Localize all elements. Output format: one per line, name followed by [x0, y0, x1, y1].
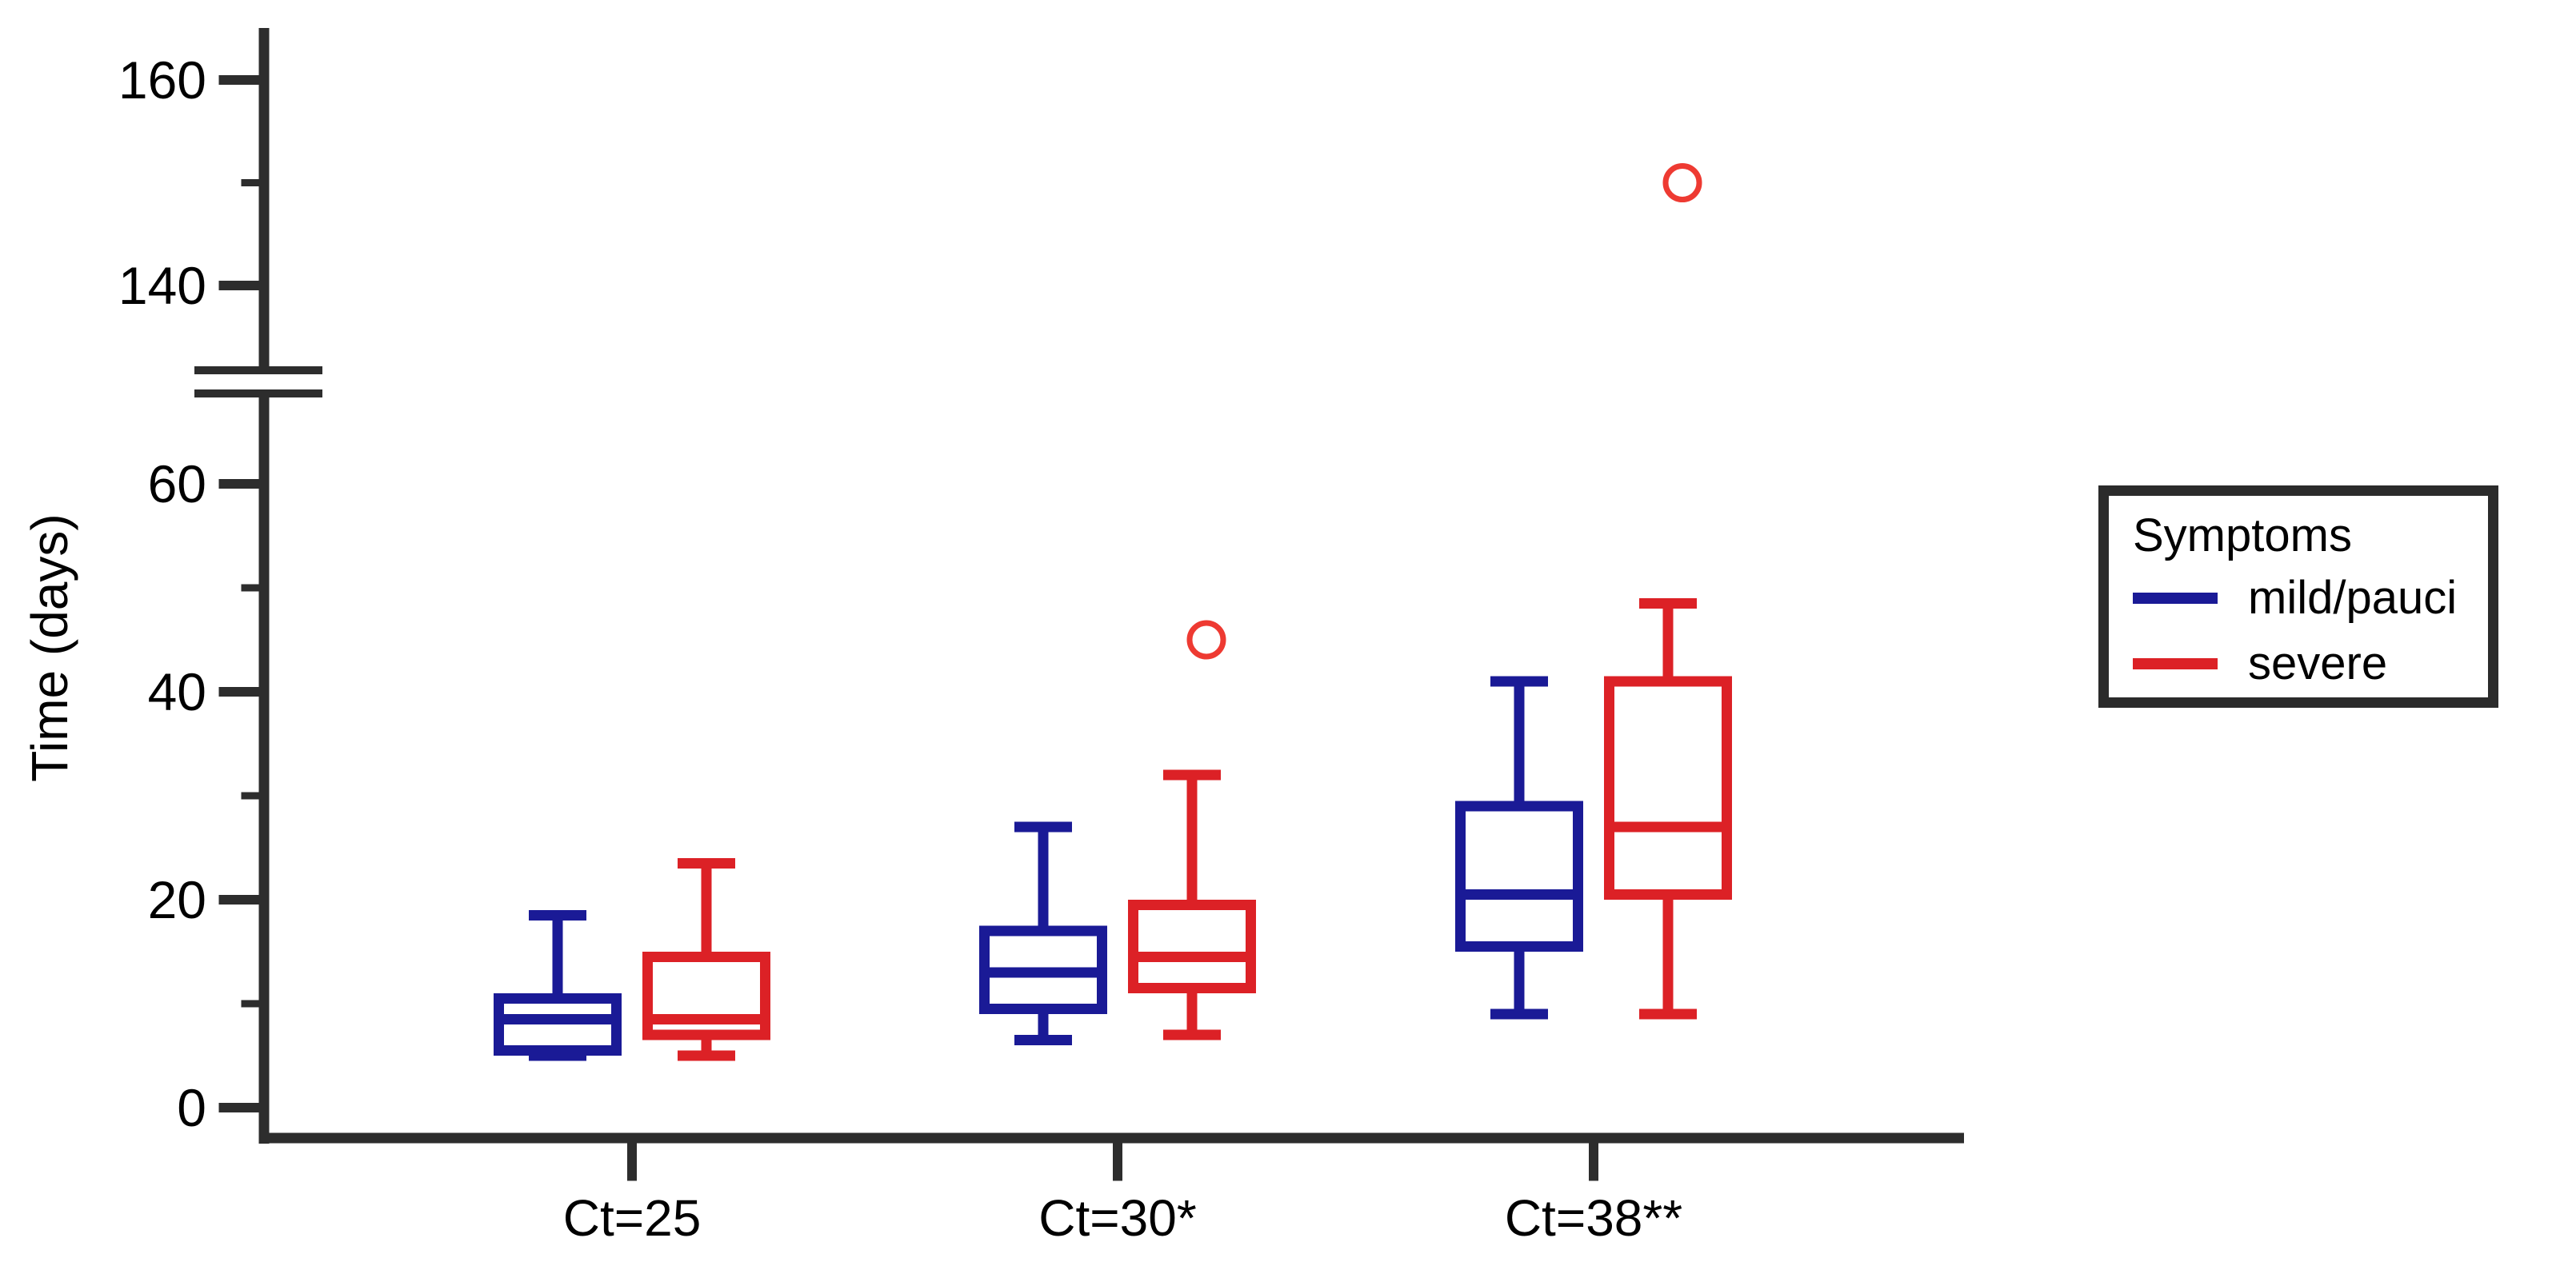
box-severe-ct30: [1128, 900, 1256, 993]
legend-label-severe: severe: [2248, 637, 2388, 689]
y-tick-label: 60: [148, 454, 206, 513]
outlier-icon-severe-ct30: [1186, 620, 1226, 660]
legend-item-severe: severe: [2133, 631, 2488, 697]
y-tick-label: 0: [177, 1078, 206, 1137]
legend-title: Symptoms: [2133, 509, 2352, 561]
legend-item-mildpauci: mild/pauci: [2133, 565, 2488, 631]
y-axis-title: Time (days): [21, 513, 78, 782]
x-tick-label: Ct=25: [563, 1189, 702, 1247]
legend-label-mildpauci: mild/pauci: [2248, 572, 2458, 624]
box-mildpauci-ct38: [1455, 801, 1583, 952]
legend-items: mild/pauci severe: [2133, 565, 2488, 697]
y-tick-label: 20: [148, 870, 206, 929]
legend-swatch-severe: [2133, 657, 2218, 669]
outlier-icon-severe-ct38: [1662, 163, 1702, 202]
y-tick-label: 40: [148, 662, 206, 721]
x-tick-label: Ct=38**: [1505, 1189, 1682, 1247]
y-tick-label: 140: [118, 256, 206, 315]
box-severe-ct38: [1604, 676, 1732, 900]
x-tick-label: Ct=30*: [1038, 1189, 1196, 1247]
y-tick-label: 160: [118, 50, 206, 110]
legend-swatch-mildpauci: [2133, 592, 2218, 604]
legend: Symptoms mild/pauci severe: [2098, 485, 2498, 708]
